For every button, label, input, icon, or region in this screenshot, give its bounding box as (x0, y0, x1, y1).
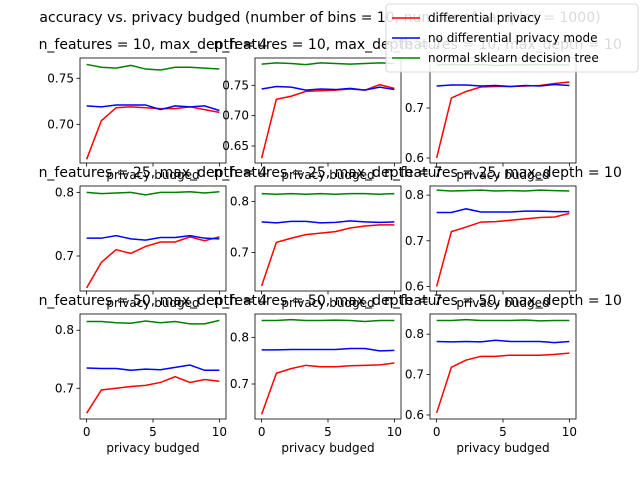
x-axis-label: privacy budged (456, 441, 549, 455)
subplot-title: n_features = 25, max_depth = 10 (384, 165, 622, 181)
y-tick-label: 0.6 (405, 408, 424, 422)
series-line-no-dp-mode (261, 220, 395, 224)
x-axis-label: privacy budged (106, 296, 199, 310)
series-line-sklearn-tree (261, 62, 395, 66)
y-tick-label: 0.8 (230, 194, 249, 208)
subplot-title: n_features = 50, max_depth = 4 (39, 293, 268, 309)
x-axis-label: privacy budged (281, 296, 374, 310)
y-tick-label: 0.75 (47, 71, 74, 85)
y-tick-label: 0.6 (405, 151, 424, 165)
y-tick-label: 0.7 (55, 249, 74, 263)
legend-box (385, 3, 639, 73)
subplot-title: n_features = 50, max_depth = 10 (384, 293, 622, 309)
series-line-sklearn-tree (86, 319, 220, 325)
series-line-differential-privacy (435, 352, 570, 414)
x-tick-label: 5 (499, 425, 507, 439)
series-line-differential-privacy (435, 212, 570, 287)
subplot-title: n_features = 10, max_depth = 4 (39, 37, 268, 53)
legend: differential privacy no differential priv… (385, 3, 639, 73)
y-tick-label: 0.7 (55, 381, 74, 395)
y-tick-label: 0.7 (230, 377, 249, 391)
series-line-differential-privacy (260, 224, 395, 287)
y-tick-label: 0.7 (405, 234, 424, 248)
x-tick-label: 0 (258, 425, 266, 439)
y-tick-label: 0.8 (55, 185, 74, 199)
x-axis-label: privacy budged (106, 168, 199, 182)
x-tick-label: 10 (212, 425, 227, 439)
legend-entry-label: differential privacy (428, 11, 541, 25)
series-line-no-dp-mode (436, 83, 570, 88)
series-line-sklearn-tree (86, 63, 220, 71)
y-tick-label: 0.65 (222, 139, 249, 153)
subplot-title: n_features = 25, max_depth = 7 (214, 165, 443, 181)
x-axis-label: privacy budged (281, 168, 374, 182)
series-line-no-dp-mode (436, 208, 570, 214)
series-line-no-dp-mode (86, 364, 220, 372)
x-tick-label: 10 (562, 425, 577, 439)
y-tick-label: 0.75 (222, 78, 249, 92)
subplot-title: n_features = 10, max_depth = 7 (214, 37, 443, 53)
y-tick-label: 0.8 (405, 188, 424, 202)
y-tick-label: 0.7 (405, 368, 424, 382)
x-tick-label: 5 (149, 425, 157, 439)
subplot-2: 0.65 0.70 0.75 privacy budged n_features = 1… (214, 37, 443, 182)
x-axis-label: privacy budged (456, 296, 549, 310)
series-line-no-dp-mode (261, 85, 395, 91)
series-line-differential-privacy (85, 106, 220, 160)
series-line-differential-privacy (85, 236, 220, 289)
series-line-differential-privacy (260, 83, 395, 159)
series-line-no-dp-mode (436, 339, 570, 344)
legend-entry-label: normal sklearn decision tree (428, 51, 599, 65)
x-axis-label: privacy budged (106, 441, 199, 455)
series-line-no-dp-mode (261, 347, 395, 352)
series-line-sklearn-tree (436, 318, 570, 322)
series-line-sklearn-tree (261, 192, 395, 195)
y-tick-label: 0.8 (55, 323, 74, 337)
subplot-title: n_features = 25, max_depth = 4 (39, 165, 268, 181)
series-line-differential-privacy (260, 362, 395, 415)
x-tick-label: 5 (324, 425, 332, 439)
series-line-no-dp-mode (86, 234, 220, 241)
y-tick-label: 0.8 (230, 330, 249, 344)
x-tick-label: 0 (433, 425, 441, 439)
subplot-title: n_features = 50, max_depth = 7 (214, 293, 443, 309)
series-line-no-dp-mode (86, 104, 220, 112)
series-line-sklearn-tree (86, 190, 220, 196)
x-axis-label: privacy budged (456, 168, 549, 182)
y-tick-label: 0.7 (405, 101, 424, 115)
y-tick-label: 0.70 (47, 117, 74, 131)
y-tick-label: 0.6 (405, 279, 424, 293)
series-line-differential-privacy (86, 375, 220, 414)
subplot-1: 0.70 0.75 privacy budged n_features = 10, m… (39, 37, 268, 182)
x-tick-label: 0 (83, 425, 91, 439)
y-tick-label: 0.7 (230, 246, 249, 260)
y-tick-label: 0.8 (405, 327, 424, 341)
x-axis-label: privacy budged (281, 441, 374, 455)
series-line-sklearn-tree (261, 318, 395, 323)
y-tick-label: 0.70 (222, 109, 249, 123)
x-tick-label: 10 (387, 425, 402, 439)
series-line-sklearn-tree (436, 189, 570, 192)
legend-entry-label: no differential privacy mode (428, 31, 597, 45)
